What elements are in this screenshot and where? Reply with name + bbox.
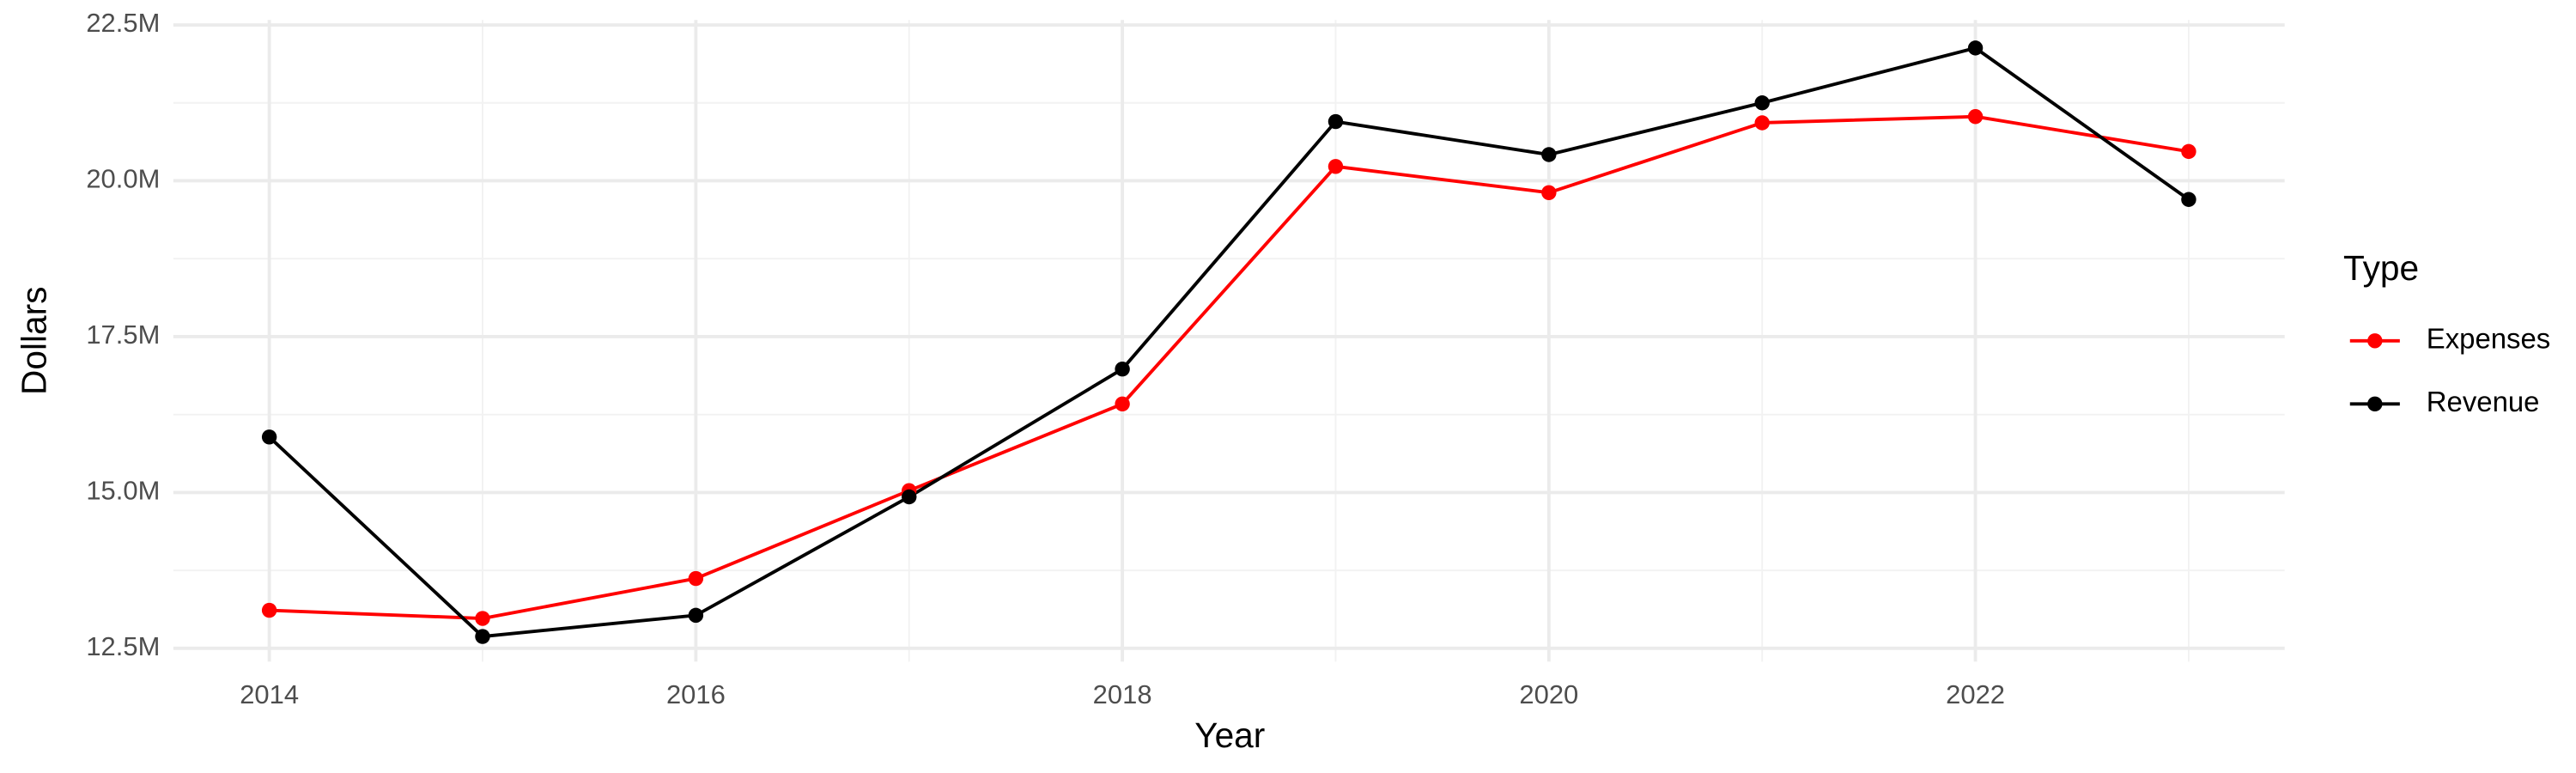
data-point (688, 570, 704, 587)
data-point (2181, 143, 2196, 160)
data-point (1541, 147, 1557, 162)
x-tick-label: 2020 (1519, 679, 1578, 709)
legend-swatch-point (2367, 396, 2383, 412)
legend-label: Revenue (2427, 386, 2540, 417)
series-line (269, 114, 2190, 620)
x-axis-title: Year (1194, 715, 1265, 755)
data-point (902, 489, 917, 505)
legend-swatch-point (2367, 333, 2383, 349)
x-tick-label: 2016 (666, 679, 726, 709)
y-tick-label: 17.5M (86, 320, 160, 350)
y-axis-title: Dollars (14, 287, 53, 395)
y-tick-label: 12.5M (86, 631, 160, 661)
x-tick-label: 2014 (240, 679, 299, 709)
series-line (268, 46, 2190, 639)
x-tick-label: 2018 (1093, 679, 1152, 709)
legend-label: Expenses (2427, 322, 2550, 354)
legend-title: Type (2343, 248, 2419, 288)
data-point (1967, 40, 1984, 56)
data-point (1115, 396, 1130, 412)
grid (173, 20, 2285, 662)
data-point (688, 607, 704, 624)
data-point (1754, 115, 1770, 131)
y-tick-label: 20.0M (86, 164, 160, 194)
data-point (1327, 159, 1344, 174)
data-point (1327, 113, 1344, 130)
y-tick-label: 15.0M (86, 476, 160, 506)
data-point (1115, 361, 1130, 377)
data-point (1541, 185, 1557, 200)
data-point (1967, 109, 1984, 125)
data-point (2181, 192, 2196, 207)
data-point (475, 629, 490, 644)
y-tick-label: 22.5M (86, 8, 160, 38)
data-point (261, 602, 277, 618)
x-tick-label: 2022 (1946, 679, 2005, 709)
data-point (261, 429, 277, 445)
data-point (475, 611, 490, 626)
data-point (1754, 95, 1770, 111)
